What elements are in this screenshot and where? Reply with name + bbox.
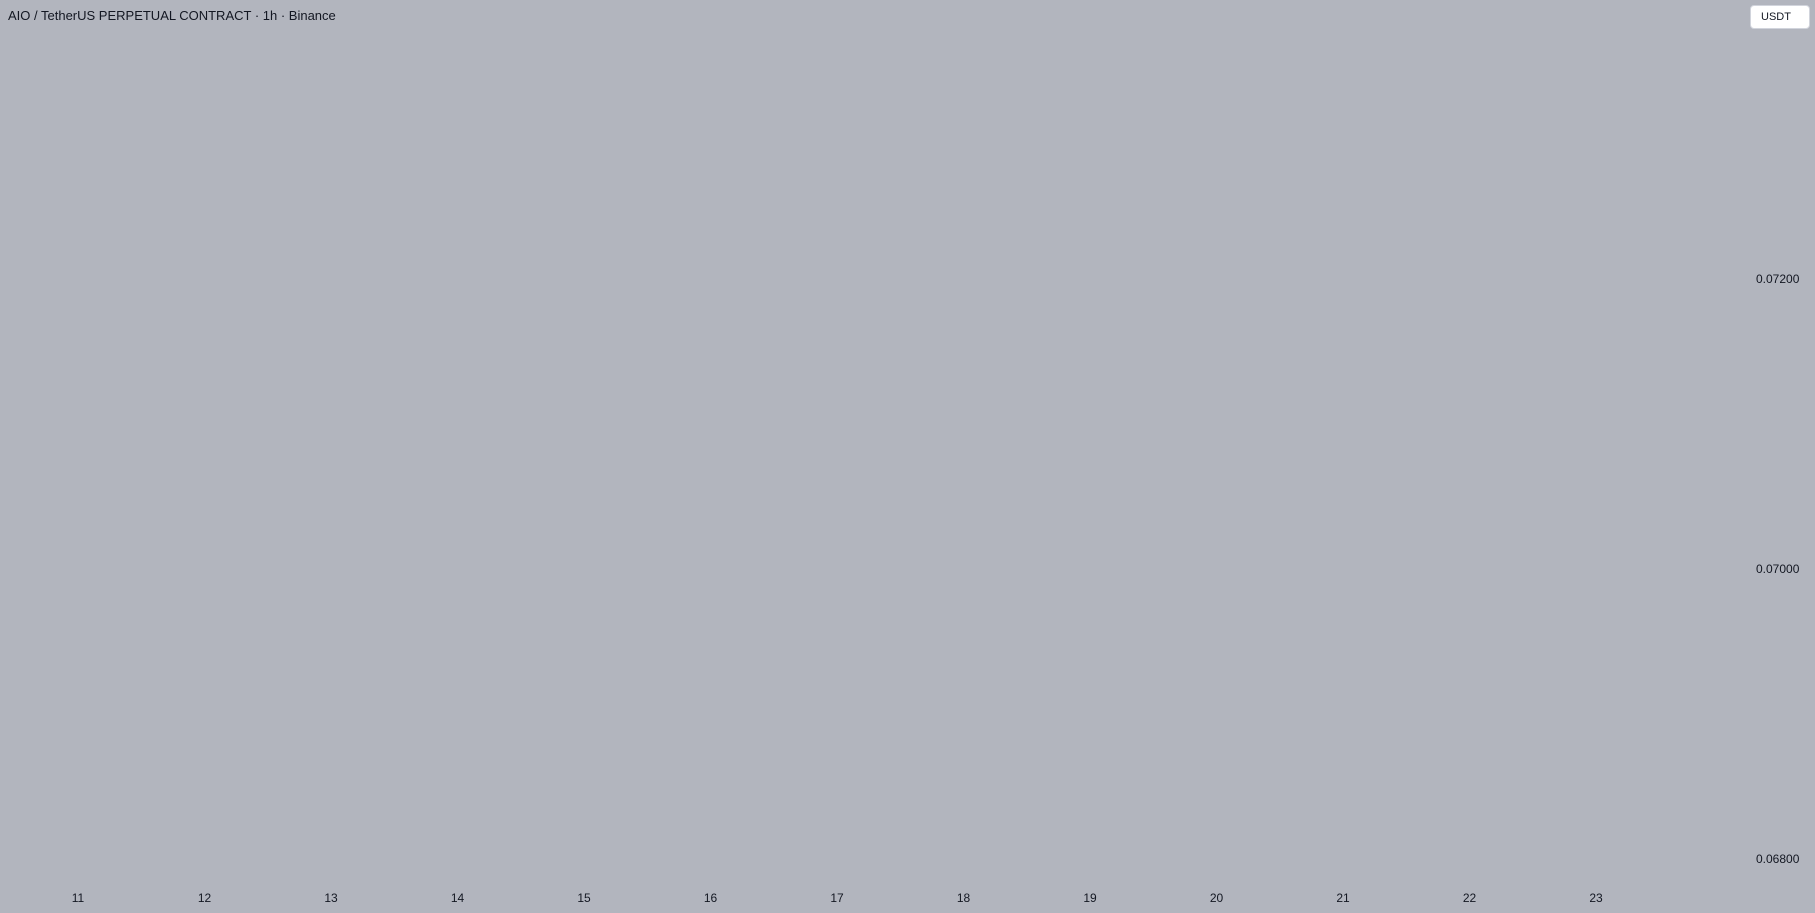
chart-title: AIO / TetherUS PERPETUAL CONTRACT · 1h ·… [8,8,336,23]
date-tick-label: 12 [198,891,212,905]
price-axis[interactable]: 0.068000.070000.072000.074000.076000.078… [1748,0,1804,866]
date-tick-label: 15 [577,891,591,905]
price-tick-label: 0.06800 [1756,852,1800,866]
currency-button[interactable]: USDT [1750,5,1810,29]
date-tick-label: 19 [1083,891,1097,905]
date-tick-label: 17 [830,891,844,905]
date-tick-label: 14 [451,891,465,905]
date-tick-label: 13 [324,891,338,905]
price-tick-label: 0.07200 [1756,272,1800,286]
date-tick-label: 16 [704,891,718,905]
date-tick-label: 11 [72,891,85,905]
date-tick-label: 18 [957,891,971,905]
price-tick-label: 0.07000 [1756,562,1800,576]
date-tick-label: 20 [1210,891,1224,905]
date-tick-label: 21 [1336,891,1350,905]
date-tick-label: 22 [1463,891,1477,905]
time-axis[interactable]: 11 12 13 14 15 16 17 18 19 20 21 22 23 [72,891,1603,905]
date-tick-label: 23 [1589,891,1603,905]
